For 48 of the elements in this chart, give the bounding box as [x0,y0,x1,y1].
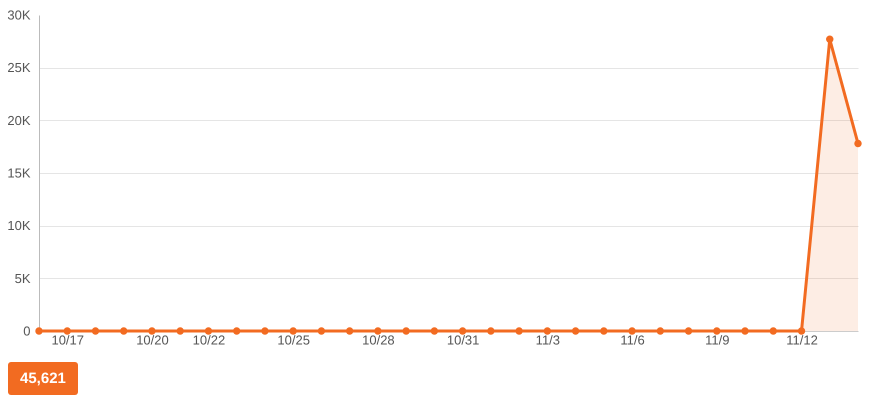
point [232,327,240,335]
x-tick-label: 10/25 [277,332,310,348]
point [402,327,410,335]
y-tick-label: 30K [7,8,31,22]
point [544,327,552,335]
point [487,327,495,335]
x-tick-label: 10/31 [446,332,480,348]
point [289,327,297,335]
point [261,327,269,335]
x-tick-label: 10/20 [136,332,169,348]
point [458,327,466,335]
point [318,327,326,335]
point [741,327,749,335]
x-tick-label: 11/9 [705,332,730,348]
x-tick-label: 10/17 [51,332,84,348]
point [346,327,354,335]
x-tick-label: 10/28 [362,332,395,348]
point [656,327,664,335]
point [854,140,862,148]
point [628,327,636,335]
point [572,327,580,335]
y-tick-label: 5K [14,270,31,286]
point [120,327,128,335]
point [204,327,212,335]
y-tick-label: 0 [23,324,30,338]
point [770,327,777,335]
point [600,327,608,335]
x-tick-label: 11/6 [620,332,645,348]
point [684,327,692,335]
x-tick-label: 11/12 [786,332,818,348]
y-tick-label: 20K [7,112,31,128]
point [35,327,43,335]
point [374,327,382,335]
y-tick-label: 15K [7,166,31,180]
y-tick-label: 10K [7,218,31,234]
point [430,327,438,335]
point [64,327,71,335]
point [515,327,523,335]
point [176,327,184,335]
point [92,327,100,335]
count-badge: 45,621 [8,362,78,395]
y-tick-label: 25K [7,60,31,76]
point [148,327,156,335]
point [798,327,806,335]
x-tick-label: 11/3 [536,332,560,348]
x-tick-label: 10/22 [192,332,226,348]
point [713,327,720,335]
point [826,36,834,43]
